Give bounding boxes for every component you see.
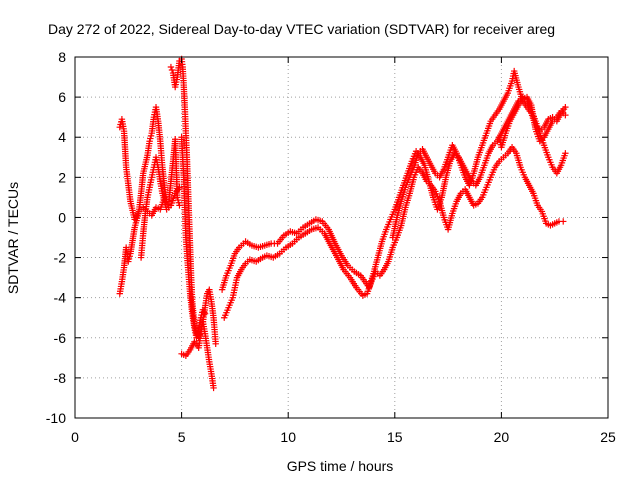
- plot-frame: [74, 56, 609, 419]
- data-points: [116, 55, 569, 392]
- data-point: [562, 150, 569, 157]
- series-track-f: [178, 286, 219, 360]
- series-track-a: [116, 103, 173, 223]
- data-point: [562, 111, 569, 119]
- data-point: [212, 340, 219, 347]
- x-tick-label: 20: [494, 429, 510, 445]
- data-point: [176, 184, 183, 191]
- y-tick-label: 0: [58, 209, 66, 225]
- series-track-h: [218, 93, 569, 293]
- y-tick-label: -10: [46, 410, 66, 426]
- series-track-i: [389, 67, 569, 241]
- y-tick-label: -4: [54, 290, 67, 306]
- y-tick-label: -6: [54, 330, 67, 346]
- grid-lines: [75, 57, 608, 418]
- y-axis-label: SDTVAR / TECUs: [5, 182, 21, 294]
- x-tick-label: 0: [71, 429, 79, 445]
- y-tick-label: -2: [54, 250, 67, 266]
- x-axis-label: GPS time / hours: [287, 458, 394, 474]
- y-tick-label: 6: [58, 89, 66, 105]
- y-tick-label: 8: [58, 49, 66, 65]
- x-tick-label: 10: [280, 429, 296, 445]
- y-tick-label: 4: [58, 129, 66, 145]
- tick-labels: 0 5 10 15 20 25 -10 -8 -6 -4 -2 0 2 4 6 8: [46, 49, 616, 445]
- series-track-e: [178, 134, 209, 341]
- data-point: [562, 103, 569, 111]
- series-track-c: [137, 154, 183, 261]
- axis-ticks: [74, 56, 609, 419]
- y-tick-label: 2: [58, 169, 66, 185]
- series-track-d: [167, 55, 217, 392]
- y-tick-label: -8: [54, 370, 67, 386]
- data-point: [560, 218, 567, 225]
- data-point: [167, 63, 175, 71]
- series-track-j: [496, 93, 569, 151]
- x-tick-label: 5: [178, 429, 186, 445]
- data-point: [210, 384, 217, 392]
- chart-title: Day 272 of 2022, Sidereal Day-to-day VTE…: [48, 21, 555, 37]
- x-tick-label: 25: [600, 429, 616, 445]
- x-tick-label: 15: [387, 429, 403, 445]
- data-point: [168, 66, 176, 74]
